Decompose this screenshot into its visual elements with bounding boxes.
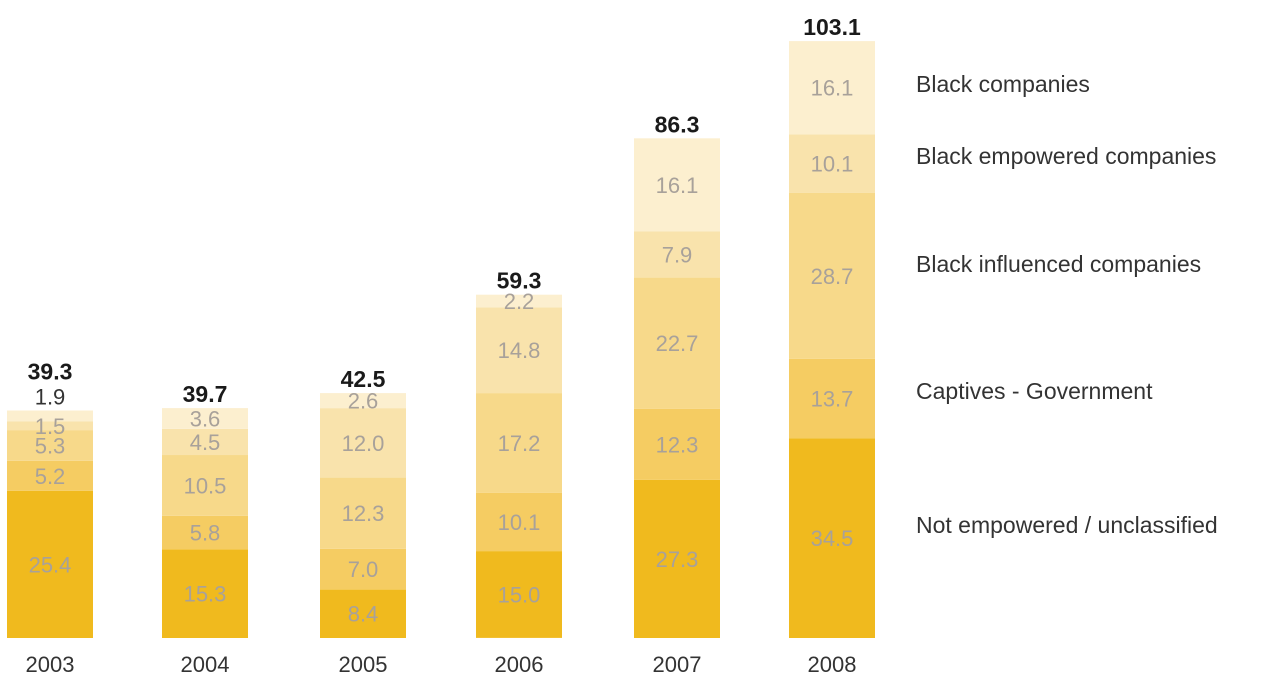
segment-label-2004-s2: 10.5 [184,473,227,498]
bar-segment-2003-s0 [7,490,93,638]
segment-label-2004-s4: 3.6 [190,407,221,432]
bar-segment-2005-s3 [320,408,406,478]
bar-group-2007: 27.3 12.3 22.7 7.9 16.1 86.3 2007 [634,111,720,677]
segment-label-2003-s2: 5.3 [35,434,66,459]
category-label-2005: 2005 [339,652,388,677]
bar-group-2004: 15.3 5.8 10.5 4.53.639.7 2004 [162,381,248,677]
bar-segment-2008-s1 [789,358,875,439]
segment-label-2005-s3: 12.0 [342,431,385,456]
bar-segment-2005-s4 [320,393,406,409]
bar-segment-2006-s3 [476,307,562,394]
total-label-2007: 86.3 [655,111,700,137]
category-label-2007: 2007 [653,652,702,677]
bar-segment-2003-s2 [7,430,93,461]
legend: Black companies Black empowered companies… [916,71,1218,538]
total-label-2004: 39.7 [183,381,228,407]
bar-segment-2004-s2 [162,455,248,516]
total-label-2008: 103.1 [803,14,861,40]
bar-segment-2007-s4 [634,138,720,232]
segment-label-2008-s3: 10.1 [811,152,854,177]
bar-segment-2004-s1 [162,515,248,550]
segment-label-2005-s4: 2.6 [348,389,379,414]
bar-segment-2005-s2 [320,477,406,549]
category-label-2008: 2008 [808,652,857,677]
legend-item-2: Black influenced companies [916,251,1201,277]
segment-label-2003-s1: 5.2 [35,464,66,489]
bar-segment-2008-s4 [789,41,875,135]
segment-label-2006-s2: 17.2 [498,431,541,456]
total-label-2005: 42.5 [341,366,386,392]
bar-group-2006: 15.0 10.1 17.2 14.8 2.259.3 2006 [476,268,562,677]
bar-segment-2008-s2 [789,192,875,359]
segment-label-2008-s4: 16.1 [811,76,854,101]
segment-label-2006-s1: 10.1 [498,510,541,535]
segment-label-2008-s0: 34.5 [811,526,854,551]
segment-label-2006-s3: 14.8 [498,338,541,363]
segment-label-2005-s0: 8.4 [348,602,379,627]
bar-segment-2003-s4 [7,410,93,422]
segment-label-2004-s0: 15.3 [184,582,227,607]
bar-segment-2006-s0 [476,551,562,638]
bar-segment-2007-s1 [634,408,720,480]
bar-segment-2006-s2 [476,393,562,493]
category-label-2004: 2004 [181,652,230,677]
bar-segment-2005-s1 [320,548,406,590]
bar-segment-2007-s3 [634,231,720,278]
segment-label-2007-s1: 12.3 [656,432,699,457]
segment-label-2005-s1: 7.0 [348,557,379,582]
segment-label-2008-s1: 13.7 [811,387,854,412]
bar-segment-2005-s0 [320,589,406,638]
bar-segment-2006-s4 [476,294,562,308]
segment-label-2003-s3: 1.5 [35,414,66,439]
segment-label-2006-s4: 2.2 [504,289,535,314]
legend-item-4: Black companies [916,71,1090,97]
total-label-2006: 59.3 [497,268,542,294]
segment-label-2003-s0: 25.4 [29,553,72,578]
bar-segment-2007-s0 [634,479,720,638]
bar-group-2005: 8.4 7.0 12.3 12.0 2.642.5 2005 [320,366,406,677]
bar-segment-2007-s2 [634,277,720,409]
bar-segment-2008-s3 [789,134,875,193]
segment-label-2003-s4: 1.9 [35,385,66,410]
segment-label-2006-s0: 15.0 [498,583,541,608]
segment-label-2004-s1: 5.8 [190,521,221,546]
bar-segment-2004-s4 [162,408,248,429]
legend-item-3: Black empowered companies [916,143,1216,169]
segment-label-2007-s0: 27.3 [656,547,699,572]
category-label-2006: 2006 [495,652,544,677]
segment-label-2005-s2: 12.3 [342,501,385,526]
segment-label-2007-s4: 16.1 [656,173,699,198]
legend-item-1: Captives - Government [916,378,1153,404]
bar-segment-2003-s3 [7,421,93,431]
segment-label-2007-s3: 7.9 [662,242,693,267]
bar-group-2008: 34.5 13.7 28.7 10.1 16.1 103.1 2008 [789,14,875,677]
bar-group-2003: 25.4 5.2 5.31.5 1.939.3 2003 [7,359,93,677]
segment-label-2004-s3: 4.5 [190,430,221,455]
bar-segment-2004-s3 [162,429,248,456]
segment-label-2007-s2: 22.7 [656,331,699,356]
bar-segment-2006-s1 [476,492,562,552]
legend-item-0: Not empowered / unclassified [916,512,1218,538]
bar-segment-2003-s1 [7,460,93,491]
bar-segment-2008-s0 [789,438,875,638]
segment-label-2008-s2: 28.7 [811,264,854,289]
bar-segment-2004-s0 [162,549,248,638]
category-label-2003: 2003 [26,652,75,677]
total-label-2003: 39.3 [28,359,73,385]
